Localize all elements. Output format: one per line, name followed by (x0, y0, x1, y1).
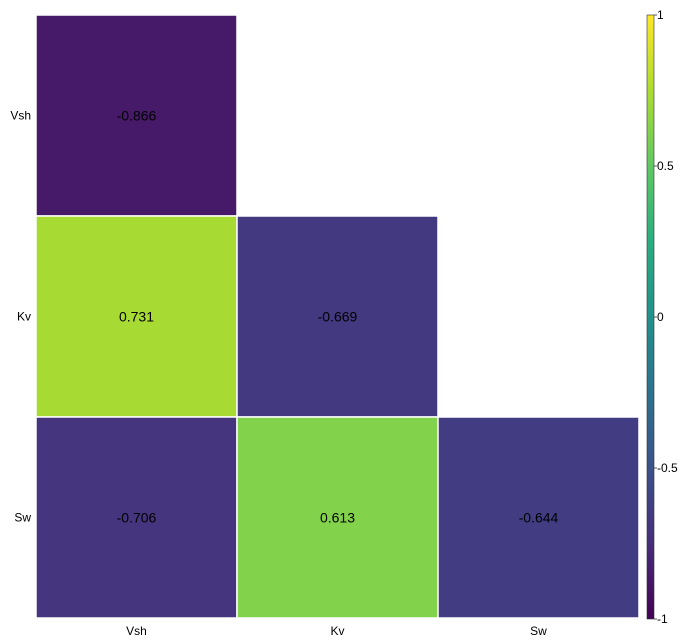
heatmap-cell-label: -0.644 (519, 510, 559, 526)
heatmap-cell (437, 416, 640, 619)
heatmap-cell-label: -0.866 (117, 108, 157, 124)
colorbar-tick-label: -0.5 (657, 461, 678, 475)
heatmap-cell-label: 0.731 (119, 309, 154, 325)
colorbar-tick-label: -1 (657, 612, 668, 626)
heatmap-cell (35, 14, 238, 217)
heatmap-cell (236, 215, 439, 418)
heatmap-cell (236, 416, 439, 619)
y-tick-label: Vsh (10, 109, 31, 123)
y-tick-label: Sw (14, 511, 31, 525)
x-axis-tick-labels: Vsh Kv Sw (126, 624, 547, 638)
colorbar (646, 14, 655, 620)
x-tick-label: Kv (330, 624, 344, 638)
heatmap-cell-label: -0.669 (318, 309, 358, 325)
heatmap-cell (35, 416, 238, 619)
colorbar-tick-label: 0.5 (657, 159, 674, 173)
x-tick-label: Sw (530, 624, 547, 638)
colorbar-tick-label: 1 (657, 8, 664, 22)
heatmap-cell-label: -0.706 (117, 510, 157, 526)
x-tick-label: Vsh (126, 624, 147, 638)
heatmap-cell-label: 0.613 (320, 510, 355, 526)
heatmap-cell-labels: -0.866 0.731 -0.669 -0.706 0.613 -0.644 (117, 108, 559, 526)
y-axis-tick-labels: Vsh Kv Sw (10, 109, 31, 525)
heatmap-cell (35, 215, 238, 418)
y-tick-label: Kv (17, 310, 31, 324)
colorbar-gradient (646, 14, 655, 620)
heatmap-cells (35, 14, 640, 619)
colorbar-tick-labels: 1 0.5 0 -0.5 -1 (654, 8, 678, 626)
colorbar-tick-label: 0 (657, 310, 664, 324)
